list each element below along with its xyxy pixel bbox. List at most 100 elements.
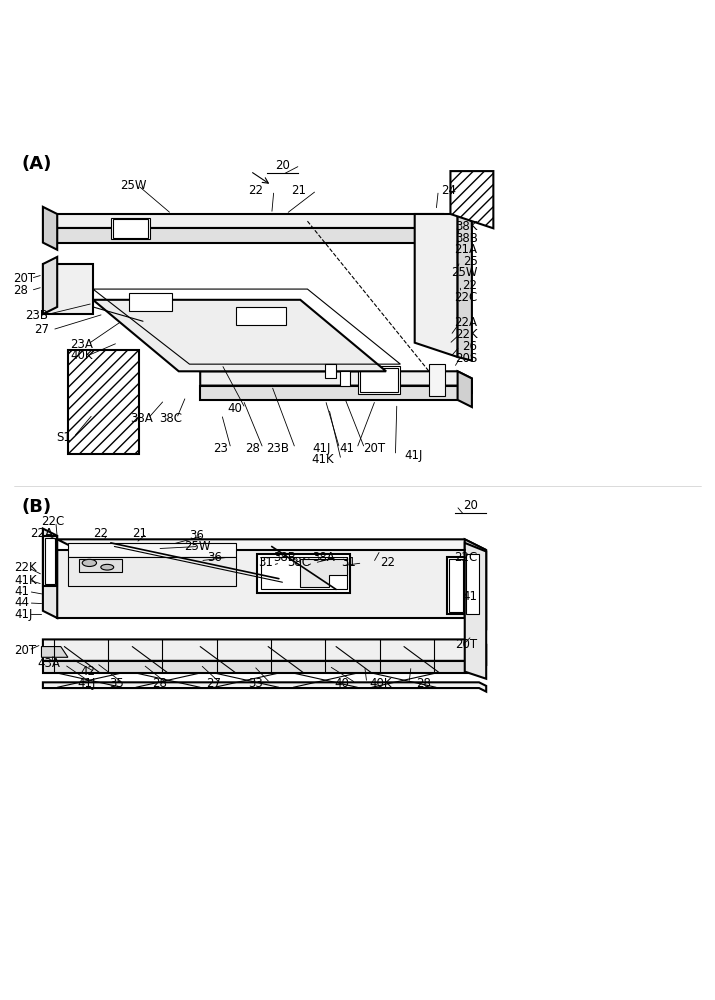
- Text: 25W: 25W: [184, 540, 211, 553]
- Polygon shape: [236, 307, 286, 325]
- Text: 35: 35: [109, 677, 124, 690]
- Polygon shape: [465, 539, 486, 629]
- Ellipse shape: [82, 559, 97, 566]
- Bar: [45, 538, 55, 584]
- Text: 20T: 20T: [13, 272, 35, 285]
- Bar: [360, 368, 398, 392]
- Text: 25: 25: [463, 255, 478, 268]
- Bar: [466, 554, 479, 614]
- Text: 20: 20: [275, 159, 290, 172]
- Text: 23: 23: [213, 442, 228, 455]
- Bar: [189, 648, 250, 654]
- Bar: [404, 648, 465, 654]
- Bar: [429, 364, 445, 396]
- Text: 38C: 38C: [287, 556, 310, 569]
- Text: 41J: 41J: [312, 442, 331, 455]
- Text: 21: 21: [132, 527, 147, 540]
- Text: 24: 24: [441, 184, 456, 197]
- Polygon shape: [43, 639, 486, 666]
- Text: 40: 40: [227, 402, 242, 415]
- Polygon shape: [129, 293, 172, 311]
- Text: 41: 41: [14, 585, 29, 598]
- Text: 22A: 22A: [455, 316, 478, 329]
- Text: 33: 33: [249, 677, 263, 690]
- Polygon shape: [68, 543, 236, 557]
- Polygon shape: [57, 228, 443, 243]
- Text: 38B: 38B: [273, 551, 296, 564]
- Polygon shape: [43, 529, 57, 618]
- Text: 41K: 41K: [312, 453, 335, 466]
- Text: 42: 42: [80, 665, 95, 678]
- Polygon shape: [68, 350, 139, 454]
- Text: 22: 22: [93, 527, 108, 540]
- Text: 38A: 38A: [312, 551, 335, 564]
- Polygon shape: [415, 214, 458, 357]
- Text: 23B: 23B: [266, 442, 289, 455]
- Bar: [261, 648, 322, 654]
- Text: 38B: 38B: [455, 232, 478, 245]
- Text: 40K: 40K: [70, 349, 92, 362]
- Text: 20T: 20T: [455, 638, 478, 651]
- Polygon shape: [450, 171, 493, 228]
- Polygon shape: [68, 557, 236, 586]
- Polygon shape: [93, 300, 386, 371]
- Polygon shape: [57, 214, 443, 228]
- Text: (A): (A): [21, 155, 51, 173]
- Ellipse shape: [101, 564, 114, 570]
- Text: 25W: 25W: [451, 266, 478, 279]
- Text: 28: 28: [13, 284, 28, 297]
- Text: 23B: 23B: [25, 309, 48, 322]
- Text: 41J: 41J: [14, 608, 33, 621]
- Polygon shape: [200, 386, 458, 400]
- Text: 20T: 20T: [364, 442, 385, 455]
- Text: 31: 31: [259, 556, 273, 569]
- Text: 38A: 38A: [130, 412, 153, 425]
- Bar: [325, 364, 336, 378]
- Text: 36: 36: [189, 529, 204, 542]
- Polygon shape: [43, 661, 479, 673]
- Bar: [449, 559, 463, 612]
- Text: 40: 40: [335, 677, 349, 690]
- Text: 20T: 20T: [14, 644, 36, 657]
- Bar: [340, 371, 350, 386]
- Bar: [447, 557, 465, 614]
- Text: 31: 31: [341, 556, 355, 569]
- Bar: [332, 648, 393, 654]
- Polygon shape: [43, 682, 486, 692]
- Text: 38C: 38C: [159, 412, 182, 425]
- Text: 22K: 22K: [14, 561, 37, 574]
- Text: 43A: 43A: [37, 657, 60, 670]
- Text: S1: S1: [56, 431, 71, 444]
- Polygon shape: [300, 559, 347, 587]
- Text: 41J: 41J: [77, 677, 96, 690]
- Text: 22: 22: [380, 556, 395, 569]
- Text: 44: 44: [14, 596, 29, 609]
- Bar: [43, 536, 57, 586]
- Polygon shape: [41, 647, 68, 657]
- Text: 22C: 22C: [41, 515, 65, 528]
- Bar: [118, 648, 179, 654]
- Polygon shape: [43, 257, 57, 314]
- Text: 41: 41: [340, 442, 354, 455]
- Text: 21: 21: [292, 184, 306, 197]
- Text: 22: 22: [249, 184, 263, 197]
- Bar: [113, 219, 148, 238]
- Text: 28: 28: [416, 677, 430, 690]
- Bar: [111, 218, 150, 239]
- Text: 22A: 22A: [30, 527, 53, 540]
- Text: 27: 27: [206, 677, 221, 690]
- Polygon shape: [458, 214, 472, 361]
- Text: 22K: 22K: [455, 328, 478, 341]
- Polygon shape: [43, 264, 93, 314]
- Polygon shape: [79, 559, 122, 572]
- Text: 23A: 23A: [70, 338, 93, 351]
- Polygon shape: [465, 543, 486, 679]
- Text: 21A: 21A: [455, 243, 478, 256]
- Text: 22C: 22C: [454, 551, 478, 564]
- Text: 41J: 41J: [404, 449, 423, 462]
- Text: 28: 28: [245, 442, 260, 455]
- Text: 40K: 40K: [370, 677, 393, 690]
- Text: 20S: 20S: [455, 352, 478, 365]
- Polygon shape: [200, 371, 472, 393]
- Text: 20: 20: [463, 499, 478, 512]
